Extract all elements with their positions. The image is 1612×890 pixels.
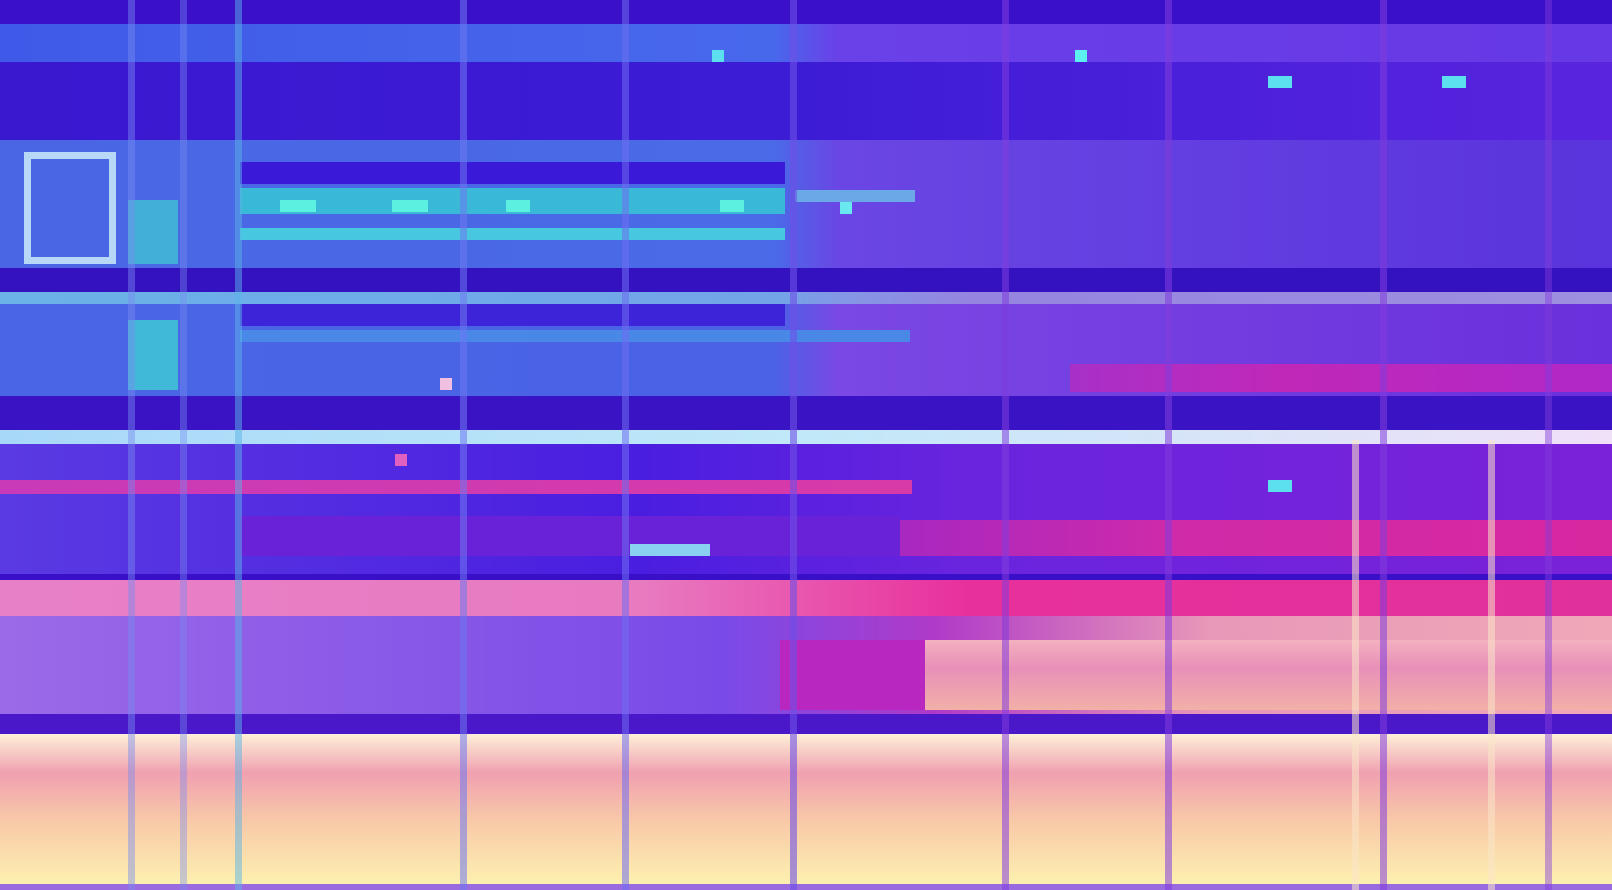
band-pale-line [0,430,1612,444]
pink-pixel-1 [395,454,407,466]
dark-bar-1 [240,162,785,184]
cyan-pixel-8 [506,200,530,212]
grid-line-v1 [128,0,135,890]
teal-bar-3 [795,190,915,202]
cyan-pixel-5 [1268,480,1292,492]
pale-bar-mid [0,292,1612,304]
grid-line-v6 [790,0,797,890]
grid-line-v3 [235,0,242,890]
grid-line-v9 [1380,0,1387,890]
cyan-pixel-7 [392,200,428,212]
band-pink-stripe [0,580,1612,616]
cyan-bar-small [630,544,710,556]
cyan-pixel-2 [1268,76,1292,88]
square-outline-icon [24,152,116,264]
teal-bar-2 [240,228,785,240]
band-bottom-edge [0,884,1612,890]
cyan-pixel-10 [840,202,852,214]
grid-line-v2 [180,0,187,890]
grid-line-v12 [1488,440,1495,890]
purple-bar-1 [240,516,900,556]
cyan-pixel-3 [1442,76,1466,88]
band-deep-3 [0,396,1612,430]
grid-line-v4 [460,0,467,890]
dark-bar-2 [240,304,785,326]
band-top-dark [0,0,1612,24]
band-deep-1 [0,62,1612,140]
cyan-pixel-9 [720,200,744,212]
magenta-bar-4 [780,640,925,710]
magenta-bar-1 [0,480,912,494]
grid-line-v8 [1165,0,1172,890]
pink-pixel-2 [440,378,452,390]
blue-bar-mid-1 [240,330,910,342]
peach-block [925,640,1612,710]
grid-line-v10 [1545,0,1552,890]
cyan-pixel-6 [280,200,316,212]
band-deep-4 [0,714,1612,734]
teal-left-strip [128,200,178,264]
magenta-bar-2 [1070,364,1612,392]
teal-left-strip-2 [128,320,178,390]
band-cream [0,734,1612,890]
cyan-pixel-1 [1075,50,1087,62]
band-deep-2 [0,268,1612,292]
grid-line-v7 [1002,0,1009,890]
grid-line-v5 [622,0,629,890]
cyan-pixel-4 [712,50,724,62]
grid-line-v11 [1352,440,1359,890]
band-blue-stripe [0,24,1612,62]
